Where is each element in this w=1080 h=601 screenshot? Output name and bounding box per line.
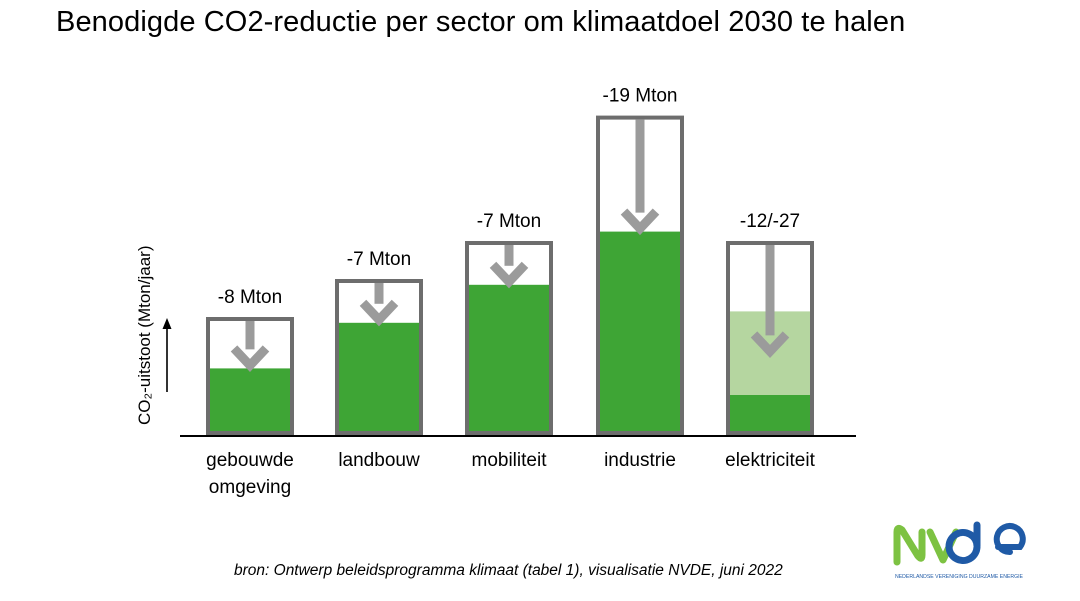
bars-layer (206, 115, 814, 435)
category-label: elektriciteit (725, 450, 815, 471)
bar-remaining (208, 368, 292, 433)
reduction-arrow-head (620, 208, 660, 236)
labels-layer: -8 Mton gebouwde omgeving -7 Mton landbouw -7… (206, 86, 815, 498)
bar-remaining-min (728, 395, 812, 433)
reduction-label: -19 Mton (603, 86, 678, 107)
bar-current-outline (596, 115, 684, 435)
category-label: landbouw (338, 450, 420, 471)
bar-remaining (337, 322, 421, 433)
y-axis-label: CO₂-uitstoot (Mton/jaar) (135, 246, 154, 425)
category-label: omgeving (209, 477, 291, 498)
category-label: mobiliteit (472, 450, 548, 471)
reduction-arrow-head (489, 261, 529, 289)
reduction-arrow-head (359, 299, 399, 327)
reduction-label: -7 Mton (347, 249, 411, 270)
y-axis-arrow-head (162, 318, 172, 329)
category-label: gebouwde (206, 450, 294, 471)
bar-current-outline (726, 241, 814, 435)
source-note: bron: Ontwerp beleidsprogramma klimaat (… (234, 562, 783, 579)
bar-current-outline (206, 317, 294, 435)
bar-remaining (467, 284, 551, 433)
bar-current-outline (465, 241, 553, 435)
reduction-arrow-head (750, 331, 790, 358)
reduction-label: -7 Mton (477, 211, 541, 232)
category-label: industrie (604, 450, 676, 471)
reduction-label: -8 Mton (218, 287, 282, 308)
reduction-label: -12/-27 (740, 211, 800, 232)
bar-remaining (598, 231, 682, 433)
bar-current-outline (335, 279, 423, 435)
reduction-arrow-head (230, 345, 270, 372)
chart-title: Benodigde CO2-reductie per sector om kli… (56, 6, 906, 38)
